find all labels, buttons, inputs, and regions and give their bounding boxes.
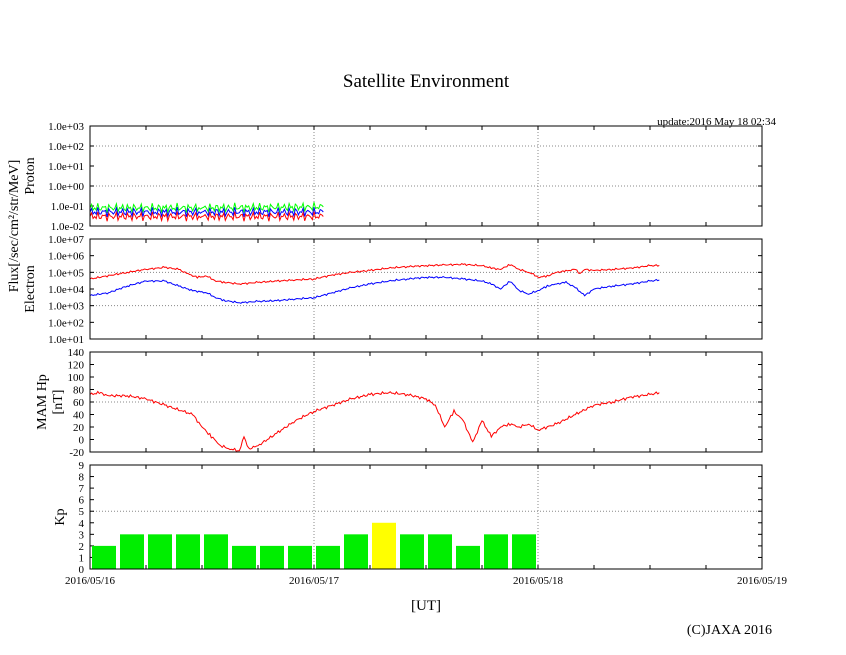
y-tick-label: 1.0e+00 xyxy=(48,181,84,193)
y-tick-label: 1.0e+01 xyxy=(48,334,84,346)
series-line xyxy=(89,201,324,214)
chart-title: Satellite Environment xyxy=(343,71,510,92)
panel-ylabel: MAM Hp xyxy=(35,374,50,430)
kp-bar xyxy=(232,545,256,569)
kp-bar xyxy=(260,545,284,569)
x-tick-label: 2016/05/19 xyxy=(737,575,788,587)
y-tick-label: 1.0e+06 xyxy=(48,251,84,263)
kp-bar xyxy=(428,534,452,569)
y-tick-label: 1.0e+02 xyxy=(48,317,84,329)
update-timestamp: update:2016 May 18 02:34 xyxy=(657,116,776,128)
y-tick-label: 8 xyxy=(79,472,85,484)
y-tick-label: 1.0e+05 xyxy=(48,267,84,279)
y-tick-label: 3 xyxy=(79,529,85,541)
y-tick-label: 1.0e+02 xyxy=(48,141,84,153)
series-line xyxy=(89,210,324,223)
y-tick-label: 1.0e+03 xyxy=(48,301,84,313)
y-tick-label: 1.0e+03 xyxy=(48,121,84,133)
y-tick-label: 5 xyxy=(79,506,85,518)
panel-ylabel: Electron xyxy=(23,265,38,312)
series-line xyxy=(89,263,660,286)
kp-bar xyxy=(512,534,536,569)
y-tick-label: 6 xyxy=(79,495,85,507)
y-tick-label: 40 xyxy=(73,410,85,422)
x-tick-label: 2016/05/16 xyxy=(65,575,116,587)
y-tick-label: 1.0e+01 xyxy=(48,161,84,173)
copyright-text: (C)JAXA 2016 xyxy=(687,623,772,638)
kp-bar xyxy=(316,545,340,569)
panel-ylabel-unit: [nT] xyxy=(51,390,66,415)
x-tick-label: 2016/05/18 xyxy=(513,575,564,587)
flux-ylabel: Flux[/sec/cm²/str/MeV] xyxy=(7,160,22,293)
panel-frame xyxy=(89,351,763,453)
y-tick-label: 120 xyxy=(68,360,85,372)
panels-group: 1.0e-02 1.0e-01 1.0e+00 1.0e+01 1.0e+02 1.0e+… xyxy=(7,121,788,587)
kp-bar xyxy=(288,545,312,569)
y-tick-label: 1.0e-01 xyxy=(51,201,84,213)
panel-frame xyxy=(89,125,763,227)
kp-bar xyxy=(400,534,424,569)
y-tick-label: 80 xyxy=(73,385,85,397)
y-tick-label: 140 xyxy=(68,347,85,359)
kp-bar xyxy=(204,534,228,569)
panel-ylabel: Proton xyxy=(23,157,38,194)
y-tick-label: -20 xyxy=(69,447,84,459)
kp-bar xyxy=(372,522,396,569)
y-tick-label: 9 xyxy=(79,460,85,472)
y-tick-label: 1.0e-02 xyxy=(51,221,84,233)
kp-bar xyxy=(176,534,200,569)
series-line xyxy=(89,390,660,452)
panel-frame xyxy=(89,464,763,570)
y-tick-label: 4 xyxy=(79,518,85,530)
kp-bar xyxy=(344,534,368,569)
y-tick-label: 2 xyxy=(79,541,85,553)
y-tick-label: 0 xyxy=(79,564,85,576)
kp-bar xyxy=(456,545,480,569)
kp-bar xyxy=(120,534,144,569)
x-axis-label: [UT] xyxy=(411,598,441,614)
y-tick-label: 1.0e+04 xyxy=(48,284,84,296)
y-tick-label: 100 xyxy=(68,372,85,384)
series-line xyxy=(89,275,660,304)
kp-bar xyxy=(148,534,172,569)
y-tick-label: 20 xyxy=(73,422,85,434)
x-tick-label: 2016/05/17 xyxy=(289,575,340,587)
y-tick-label: 7 xyxy=(79,483,85,495)
y-tick-label: 1.0e+07 xyxy=(48,234,84,246)
y-tick-label: 0 xyxy=(79,435,85,447)
kp-bar xyxy=(92,545,116,569)
panel-frame xyxy=(89,238,763,340)
y-tick-label: 60 xyxy=(73,397,85,409)
kp-bar xyxy=(484,534,508,569)
panel-ylabel: Kp xyxy=(53,508,68,525)
y-tick-label: 1 xyxy=(79,552,85,564)
series-line xyxy=(89,205,324,219)
